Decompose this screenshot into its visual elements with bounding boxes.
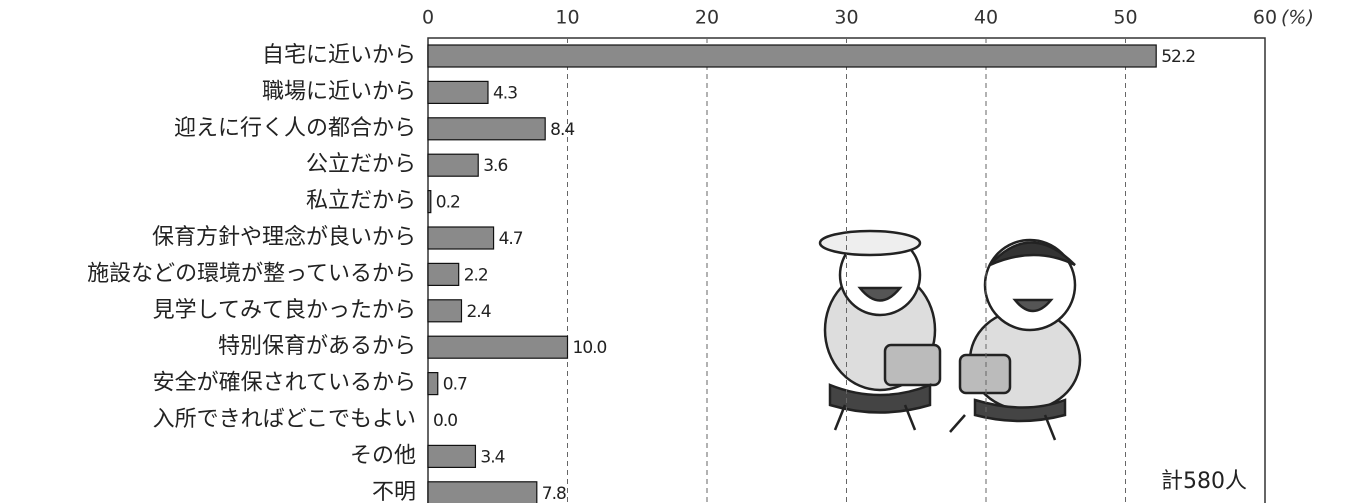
bar (428, 445, 475, 467)
value-label: 3.4 (480, 447, 504, 467)
x-tick-label: 60 (1253, 7, 1277, 29)
value-label: 0.2 (436, 193, 460, 213)
value-label: 7.8 (542, 484, 566, 503)
category-label: 見学してみて良かったから (153, 298, 416, 323)
bar (428, 300, 461, 322)
value-label: 4.3 (493, 83, 517, 103)
illustration (820, 231, 1080, 440)
category-label: 入所できればどこでもよい (153, 407, 416, 432)
value-label: 4.7 (499, 229, 523, 249)
bar (428, 482, 537, 503)
bar (428, 373, 438, 395)
category-label: 迎えに行く人の都合から (174, 116, 416, 141)
category-label: 私立だから (306, 189, 416, 214)
bar (428, 81, 488, 103)
value-label: 2.4 (466, 302, 490, 322)
value-label: 3.6 (483, 156, 507, 176)
category-label: 安全が確保されているから (153, 371, 416, 396)
bar (428, 336, 568, 358)
bar (428, 154, 478, 176)
value-label: 52.2 (1161, 47, 1195, 67)
x-tick-label: 30 (834, 7, 858, 29)
value-label: 8.4 (550, 120, 574, 140)
x-tick-label: 0 (422, 7, 434, 29)
value-label: 10.0 (573, 338, 607, 358)
value-label: 0.7 (443, 375, 467, 395)
bar (428, 227, 494, 249)
category-label: 自宅に近いから (262, 43, 416, 68)
x-tick-label: 10 (555, 7, 579, 29)
category-label: 保育方針や理念が良いから (152, 225, 416, 250)
bar (428, 118, 545, 140)
category-label: 公立だから (306, 152, 416, 177)
category-label: 施設などの環境が整っているから (87, 261, 416, 286)
chart: 0 10 20 30 40 50 60(%) 計580人 自宅に近いから 52.2 職場に近いから 4… (0, 0, 1371, 503)
category-label: 不明 (372, 480, 416, 503)
x-tick-label: 50 (1113, 7, 1137, 29)
bar (428, 45, 1156, 67)
x-unit: (%) (1281, 7, 1314, 29)
x-tick-label: 40 (974, 7, 998, 29)
bar (428, 191, 431, 213)
x-tick-label: 20 (695, 7, 719, 29)
bar (428, 263, 459, 285)
category-label: 特別保育があるから (218, 334, 416, 359)
value-label: 2.2 (464, 265, 488, 285)
value-label: 0.0 (433, 411, 457, 431)
category-label: 職場に近いから (262, 79, 416, 104)
annotation: 計580人 (1161, 469, 1247, 494)
category-label: その他 (350, 443, 416, 468)
